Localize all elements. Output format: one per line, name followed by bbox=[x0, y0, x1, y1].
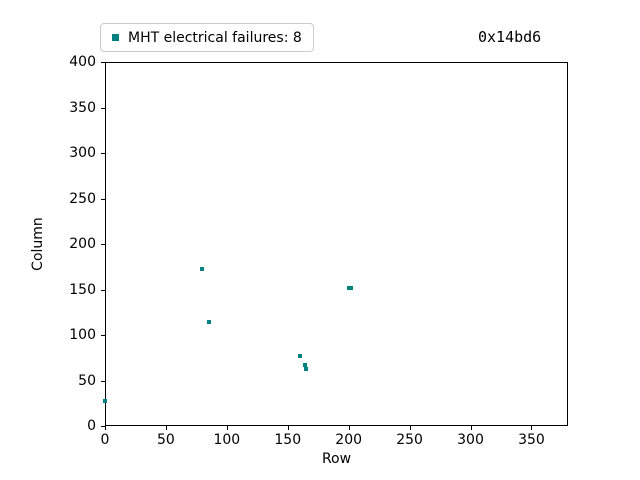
y-tick-label: 150 bbox=[69, 281, 96, 298]
x-tick-mark bbox=[470, 426, 472, 430]
y-tick-mark bbox=[101, 198, 105, 200]
x-tick-mark bbox=[226, 426, 228, 430]
x-tick-mark bbox=[348, 426, 350, 430]
x-tick-label: 250 bbox=[396, 432, 423, 448]
y-tick-label: 400 bbox=[69, 54, 96, 70]
x-tick-label: 300 bbox=[457, 432, 484, 448]
y-tick-label: 0 bbox=[87, 418, 96, 434]
x-tick-mark bbox=[105, 426, 106, 430]
y-tick-mark bbox=[101, 107, 105, 109]
data-point bbox=[304, 366, 309, 371]
x-tick-mark bbox=[409, 426, 411, 430]
y-tick-mark bbox=[101, 62, 105, 63]
x-tick-label: 350 bbox=[518, 432, 545, 448]
x-tick-label: 100 bbox=[213, 432, 241, 448]
x-tick-label: 50 bbox=[156, 432, 175, 448]
x-tick-mark bbox=[165, 426, 167, 430]
legend-scatter-marker-icon bbox=[112, 34, 119, 41]
y-tick-mark bbox=[101, 335, 105, 336]
y-tick-mark bbox=[101, 426, 105, 427]
plot-area bbox=[105, 62, 568, 426]
x-tick-label: 200 bbox=[335, 432, 363, 448]
y-tick-label: 250 bbox=[69, 190, 96, 207]
y-tick-mark bbox=[101, 289, 105, 291]
y-tick-label: 350 bbox=[69, 99, 96, 116]
y-tick-label: 300 bbox=[69, 145, 96, 161]
y-tick-mark bbox=[101, 153, 105, 154]
y-tick-label: 50 bbox=[78, 372, 96, 389]
x-tick-mark bbox=[531, 426, 533, 430]
x-axis-label: Row bbox=[321, 451, 352, 467]
data-point bbox=[297, 353, 302, 358]
y-tick-mark bbox=[101, 244, 105, 245]
data-point bbox=[346, 285, 351, 290]
y-tick-label: 200 bbox=[69, 236, 96, 252]
y-tick-label: 100 bbox=[69, 327, 96, 343]
legend: MHT electrical failures: 8 bbox=[100, 23, 314, 52]
y-tick-mark bbox=[101, 380, 105, 382]
x-tick-label: 0 bbox=[100, 432, 110, 448]
chip-id-annotation: 0x14bd6 bbox=[478, 28, 542, 46]
x-tick-label: 150 bbox=[274, 432, 302, 448]
data-point bbox=[349, 285, 354, 290]
data-point bbox=[103, 399, 107, 404]
data-point bbox=[302, 363, 307, 368]
data-point bbox=[206, 320, 211, 325]
data-point bbox=[200, 266, 205, 271]
legend-label: MHT electrical failures: 8 bbox=[128, 29, 302, 46]
x-tick-mark bbox=[287, 426, 289, 430]
